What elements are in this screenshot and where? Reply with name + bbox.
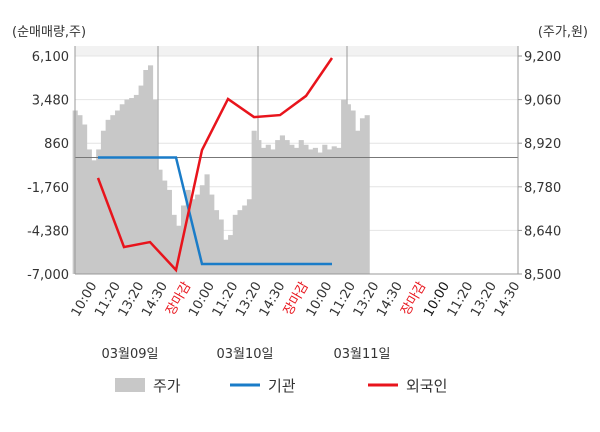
price-bar xyxy=(317,152,323,274)
price-bar xyxy=(298,140,304,274)
price-bar xyxy=(100,130,107,274)
y2-tick-label: 8,780 xyxy=(524,181,561,196)
price-bar xyxy=(350,110,356,274)
price-bar xyxy=(294,147,300,274)
price-bar xyxy=(204,174,210,274)
price-bar xyxy=(176,225,182,274)
price-bar xyxy=(326,149,333,274)
price-bar xyxy=(284,140,290,274)
price-bar xyxy=(308,149,314,274)
price-bar xyxy=(162,180,168,274)
price-bar xyxy=(331,146,337,274)
price-bar xyxy=(82,124,88,274)
price-bar xyxy=(209,194,215,274)
price-bar xyxy=(228,235,234,274)
price-bar xyxy=(289,144,295,274)
plot-top-band xyxy=(75,46,518,56)
price-bar xyxy=(275,140,281,274)
line-1 xyxy=(98,156,332,266)
price-bar xyxy=(261,147,267,274)
price-bar xyxy=(303,144,309,274)
price-bar xyxy=(355,130,361,274)
legend-label: 주가 xyxy=(153,377,181,395)
y2-tick-label: 9,060 xyxy=(524,94,561,109)
price-bar xyxy=(86,149,92,274)
price-bar xyxy=(312,147,318,274)
y2-tick-label: 8,920 xyxy=(524,137,561,152)
price-bar xyxy=(190,199,196,274)
price-bar xyxy=(213,210,220,274)
price-bar xyxy=(195,194,201,274)
y-tick-label: -1,760 xyxy=(27,181,69,196)
price-bar xyxy=(185,189,191,274)
y-axis-label: (순매매량,주) xyxy=(12,25,86,40)
price-bar xyxy=(143,70,149,274)
price-bar xyxy=(96,149,102,274)
y-tick-label: -7,000 xyxy=(27,268,69,283)
price-bar xyxy=(359,118,366,275)
y2-axis-label: (주가,원) xyxy=(538,25,588,40)
price-bar xyxy=(171,214,177,274)
date-label: 03월11일 xyxy=(333,347,390,362)
price-bar xyxy=(91,160,97,274)
price-bar xyxy=(242,205,248,274)
date-label: 03월09일 xyxy=(101,347,158,362)
price-bar xyxy=(232,214,238,274)
price-bar xyxy=(138,85,144,274)
price-bar xyxy=(246,199,253,274)
date-label: 03월10일 xyxy=(216,347,273,362)
price-bar xyxy=(115,110,121,274)
price-bar xyxy=(133,94,139,274)
price-bar xyxy=(124,99,130,274)
price-bar xyxy=(129,98,135,275)
y2-tick-label: 8,500 xyxy=(524,268,561,283)
price-bar xyxy=(341,99,347,274)
price-bar xyxy=(77,115,83,275)
y-tick-label: 3,480 xyxy=(32,94,69,109)
price-bar xyxy=(110,115,116,275)
price-bar xyxy=(256,140,262,274)
price-bar xyxy=(279,135,285,274)
price-bar xyxy=(345,104,351,275)
legend-swatch xyxy=(115,378,145,392)
price-bar xyxy=(336,147,342,274)
price-bar xyxy=(199,185,205,274)
price-bar xyxy=(270,149,276,274)
price-bar xyxy=(322,144,328,274)
price-bar xyxy=(251,130,257,274)
legend-label: 외국인 xyxy=(406,377,447,395)
line-2 xyxy=(96,57,334,273)
price-bar xyxy=(218,219,224,274)
price-bar xyxy=(148,65,154,274)
y-tick-label: 860 xyxy=(44,137,69,152)
y-tick-label: -4,380 xyxy=(27,224,69,239)
y2-tick-label: 9,200 xyxy=(524,50,561,65)
y2-tick-label: 8,640 xyxy=(524,224,561,239)
price-bar xyxy=(265,144,271,274)
y-tick-label: 6,100 xyxy=(32,50,69,65)
price-bar xyxy=(166,189,172,274)
price-bar xyxy=(364,115,370,275)
price-bar xyxy=(152,99,158,274)
price-bar xyxy=(237,210,243,274)
price-bar xyxy=(119,104,125,275)
price-bar xyxy=(157,169,163,274)
price-bar xyxy=(223,239,229,274)
price-bar xyxy=(105,119,111,274)
legend-label: 기관 xyxy=(268,377,296,395)
